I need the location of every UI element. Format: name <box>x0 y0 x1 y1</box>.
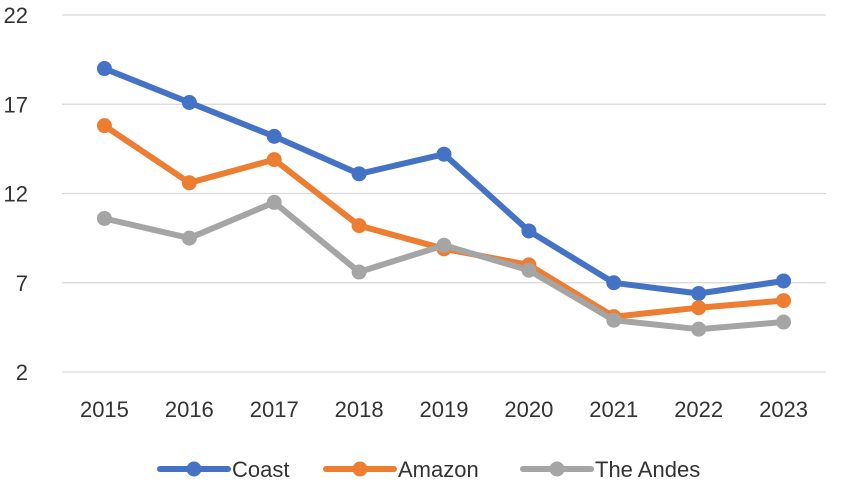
x-tick-label: 2023 <box>759 397 808 422</box>
data-point-amazon <box>97 118 112 133</box>
data-point-the-andes <box>267 195 282 210</box>
y-tick-label: 2 <box>16 360 28 385</box>
legend-label-the-andes: The Andes <box>595 457 700 482</box>
series-the-andes <box>97 195 791 337</box>
x-axis: 2015 2016 2017 2018 2019 2020 2021 2022 2023 <box>80 397 808 422</box>
data-point-coast <box>776 273 791 288</box>
x-tick-label: 2022 <box>674 397 723 422</box>
data-point-the-andes <box>691 322 706 337</box>
line-chart: 2 7 12 17 22 2015 2016 2017 2018 2019 2020 2021 202… <box>0 0 851 485</box>
data-point-coast <box>352 166 367 181</box>
data-point-the-andes <box>437 238 452 253</box>
data-point-amazon <box>776 293 791 308</box>
x-tick-label: 2020 <box>504 397 553 422</box>
data-point-the-andes <box>97 211 112 226</box>
data-point-amazon <box>182 175 197 190</box>
y-tick-label: 22 <box>4 3 28 28</box>
legend: Coast Amazon The Andes <box>160 457 700 482</box>
y-axis: 2 7 12 17 22 <box>4 3 28 385</box>
legend-label-amazon: Amazon <box>398 457 479 482</box>
data-point-the-andes <box>182 231 197 246</box>
legend-marker-the-andes <box>550 462 565 477</box>
data-point-coast <box>182 95 197 110</box>
legend-marker-amazon <box>353 462 368 477</box>
data-point-coast <box>267 129 282 144</box>
legend-item-amazon: Amazon <box>326 457 479 482</box>
x-tick-label: 2016 <box>165 397 214 422</box>
legend-item-coast: Coast <box>160 457 289 482</box>
y-tick-label: 7 <box>16 271 28 296</box>
data-point-the-andes <box>521 263 536 278</box>
x-tick-label: 2018 <box>335 397 384 422</box>
data-point-the-andes <box>606 313 621 328</box>
data-point-amazon <box>691 300 706 315</box>
legend-item-the-andes: The Andes <box>523 457 700 482</box>
x-tick-label: 2019 <box>420 397 469 422</box>
data-point-coast <box>691 286 706 301</box>
legend-marker-coast <box>187 462 202 477</box>
gridlines <box>62 15 826 372</box>
data-point-coast <box>437 147 452 162</box>
data-point-amazon <box>267 152 282 167</box>
x-tick-label: 2017 <box>250 397 299 422</box>
y-tick-label: 12 <box>4 182 28 207</box>
data-point-coast <box>97 61 112 76</box>
data-point-the-andes <box>776 315 791 330</box>
data-point-amazon <box>352 218 367 233</box>
y-tick-label: 17 <box>4 92 28 117</box>
x-tick-label: 2015 <box>80 397 129 422</box>
data-point-coast <box>521 223 536 238</box>
legend-label-coast: Coast <box>232 457 289 482</box>
data-point-coast <box>606 275 621 290</box>
x-tick-label: 2021 <box>589 397 638 422</box>
series-lines <box>97 61 791 337</box>
data-point-the-andes <box>352 265 367 280</box>
